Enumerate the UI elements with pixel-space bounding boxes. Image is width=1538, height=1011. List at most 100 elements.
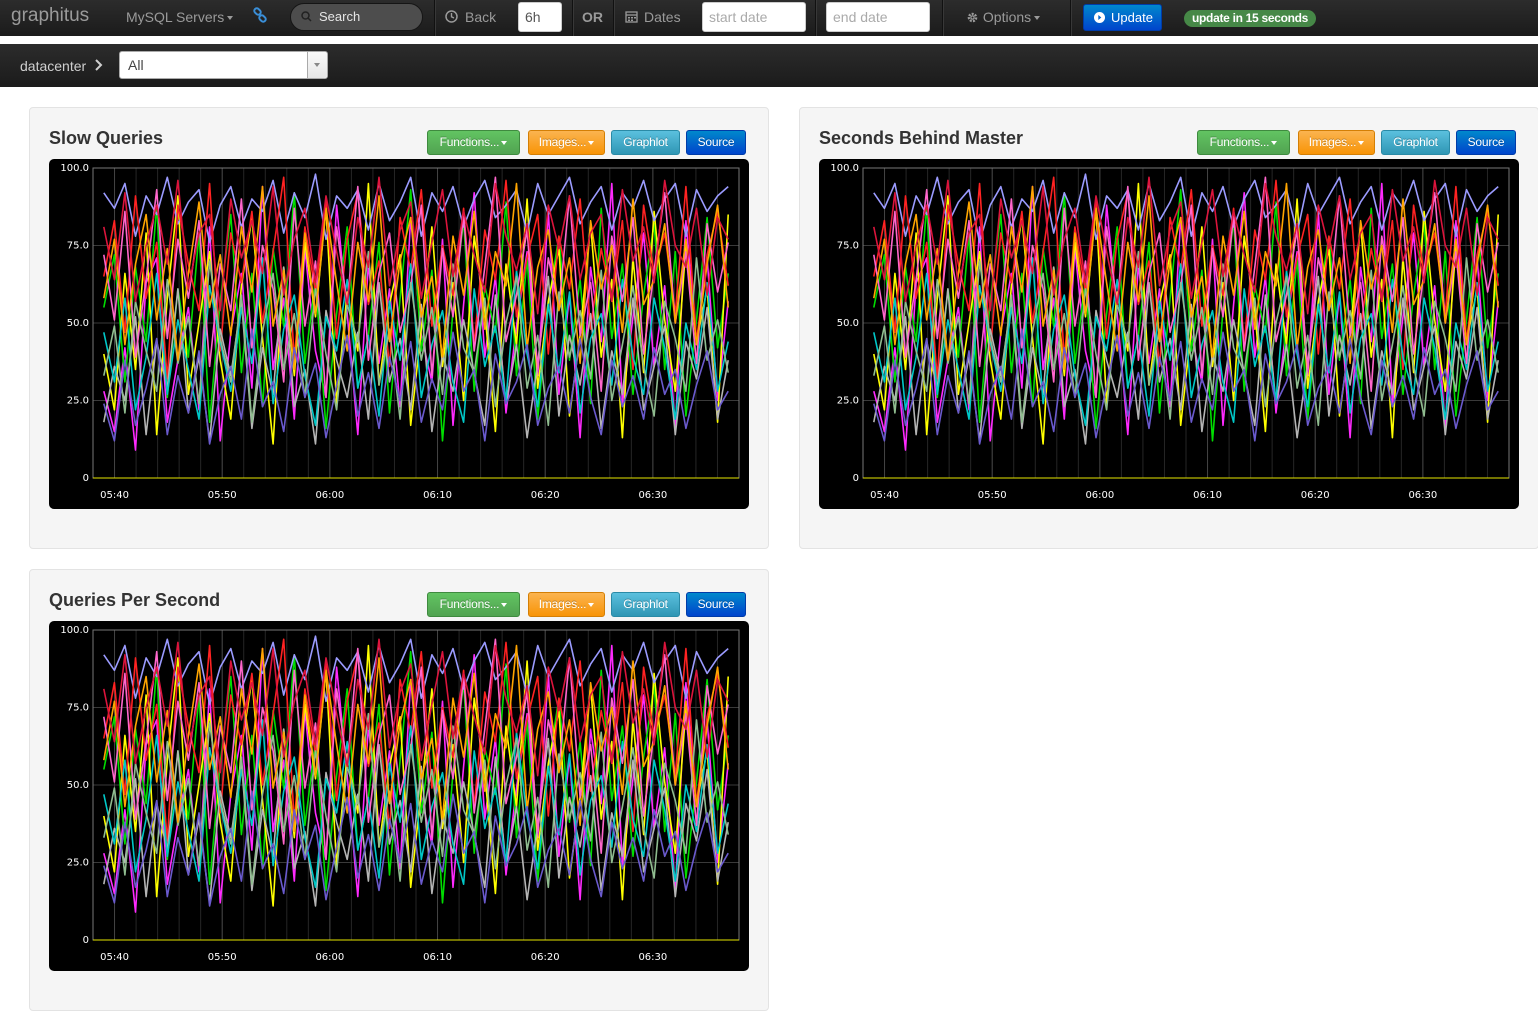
datacenter-select[interactable]: All xyxy=(119,51,328,79)
navbar-divider xyxy=(572,0,573,36)
options-label: Options xyxy=(982,9,1032,25)
caret-down-icon xyxy=(588,602,595,607)
x-tick-label: 06:00 xyxy=(315,952,344,963)
source-button[interactable]: Source xyxy=(686,130,746,155)
top-navbar: graphitus MySQL Servers Search Back 6h O… xyxy=(0,0,1538,36)
series-line xyxy=(873,176,1499,380)
source-button[interactable]: Source xyxy=(1456,130,1516,155)
link-icon[interactable] xyxy=(252,7,268,23)
navbar-divider xyxy=(613,0,614,36)
functions-button[interactable]: Functions... xyxy=(1197,130,1290,155)
datacenter-label: datacenter xyxy=(20,58,87,74)
y-tick-label: 25.0 xyxy=(67,858,89,869)
graph-chart[interactable]: 100.0 75.0 50.0 25.0 0 05:40 05:50 06:00 06:10 06… xyxy=(49,621,749,971)
source-button[interactable]: Source xyxy=(686,592,746,617)
x-tick-label: 06:10 xyxy=(423,490,452,501)
y-tick-label: 100.0 xyxy=(830,163,859,174)
chart-svg: 100.0 75.0 50.0 25.0 0 05:40 05:50 06:00 06:10 06… xyxy=(60,625,740,963)
series-line xyxy=(103,638,729,777)
navbar-divider xyxy=(434,0,435,36)
dates-label: Dates xyxy=(644,9,681,25)
or-label: OR xyxy=(582,9,603,25)
y-tick-label: 0 xyxy=(83,935,89,946)
y-tick-label: 75.0 xyxy=(837,241,859,252)
x-tick-label: 05:50 xyxy=(208,952,237,963)
x-tick-label: 06:00 xyxy=(315,490,344,501)
clock-icon xyxy=(445,10,458,23)
x-tick-label: 06:30 xyxy=(638,952,667,963)
functions-button[interactable]: Functions... xyxy=(427,592,520,617)
refresh-circle-icon xyxy=(1094,12,1105,23)
y-tick-label: 100.0 xyxy=(60,625,89,636)
images-button[interactable]: Images... xyxy=(1298,130,1375,155)
series-line xyxy=(103,182,729,371)
navbar-divider xyxy=(942,0,943,36)
x-tick-label: 06:00 xyxy=(1085,490,1114,501)
start-date-input[interactable]: start date xyxy=(702,2,806,32)
functions-label: Functions... xyxy=(439,597,500,611)
caret-down-icon xyxy=(1271,140,1278,145)
y-tick-label: 25.0 xyxy=(67,396,89,407)
panel-title: Seconds Behind Master xyxy=(819,128,1024,148)
options-menu[interactable]: Options xyxy=(966,9,1041,25)
update-button[interactable]: Update xyxy=(1083,4,1162,31)
x-tick-label: 05:50 xyxy=(978,490,1007,501)
series-line xyxy=(103,176,729,315)
x-tick-label: 06:10 xyxy=(423,952,452,963)
select-arrow-icon[interactable] xyxy=(307,52,327,78)
x-tick-label: 05:40 xyxy=(100,490,129,501)
y-tick-label: 0 xyxy=(853,473,859,484)
series-line xyxy=(103,644,729,833)
x-tick-label: 05:40 xyxy=(870,490,899,501)
graph-panel: Slow Queries Functions... Images... Grap… xyxy=(29,107,769,549)
x-tick-label: 06:30 xyxy=(638,490,667,501)
search-input[interactable]: Search xyxy=(290,3,423,31)
caret-down-icon xyxy=(1034,16,1041,21)
search-label: Search xyxy=(319,9,361,24)
graphlot-button[interactable]: Graphlot xyxy=(1381,130,1450,155)
graphlot-button[interactable]: Graphlot xyxy=(611,130,680,155)
parameter-bar: datacenter All xyxy=(0,44,1538,87)
graph-chart[interactable]: 100.0 75.0 50.0 25.0 0 05:40 05:50 06:00 06:10 06… xyxy=(819,159,1519,509)
caret-down-icon xyxy=(1358,140,1365,145)
images-label: Images... xyxy=(1308,135,1357,149)
graphlot-button[interactable]: Graphlot xyxy=(611,592,680,617)
navbar-divider xyxy=(1070,0,1071,36)
x-tick-label: 06:20 xyxy=(531,952,560,963)
graph-chart[interactable]: 100.0 75.0 50.0 25.0 0 05:40 05:50 06:00 06:10 06… xyxy=(49,159,749,509)
auto-refresh-badge: update in 15 seconds xyxy=(1184,10,1317,27)
back-label: Back xyxy=(465,9,497,25)
brand-logo[interactable]: graphitus xyxy=(11,5,90,26)
x-tick-label: 06:30 xyxy=(1408,490,1437,501)
gear-icon xyxy=(967,12,978,23)
update-label: Update xyxy=(1111,10,1153,25)
y-tick-label: 0 xyxy=(83,473,89,484)
images-label: Images... xyxy=(538,135,587,149)
caret-down-icon xyxy=(501,140,508,145)
x-tick-label: 06:20 xyxy=(531,490,560,501)
series-line xyxy=(103,638,729,842)
x-tick-label: 06:20 xyxy=(1301,490,1330,501)
images-label: Images... xyxy=(538,597,587,611)
dashboard-menu[interactable]: MySQL Servers xyxy=(126,9,234,25)
images-button[interactable]: Images... xyxy=(528,130,605,155)
y-tick-label: 50.0 xyxy=(837,318,859,329)
y-tick-label: 50.0 xyxy=(67,318,89,329)
series-line xyxy=(103,328,729,445)
images-button[interactable]: Images... xyxy=(528,592,605,617)
series-line xyxy=(103,635,729,706)
functions-label: Functions... xyxy=(439,135,500,149)
caret-down-icon xyxy=(227,16,234,21)
functions-button[interactable]: Functions... xyxy=(427,130,520,155)
series-line xyxy=(873,176,1499,315)
y-tick-label: 50.0 xyxy=(67,780,89,791)
caret-down-icon xyxy=(588,140,595,145)
y-tick-label: 75.0 xyxy=(67,703,89,714)
graph-panel: Seconds Behind Master Functions... Image… xyxy=(799,107,1538,549)
x-tick-label: 05:40 xyxy=(100,952,129,963)
timeframe-input[interactable]: 6h xyxy=(518,2,562,32)
end-date-input[interactable]: end date xyxy=(826,2,930,32)
dashboard-menu-label: MySQL Servers xyxy=(126,9,225,25)
chevron-right-icon xyxy=(95,59,103,71)
functions-label: Functions... xyxy=(1209,135,1270,149)
